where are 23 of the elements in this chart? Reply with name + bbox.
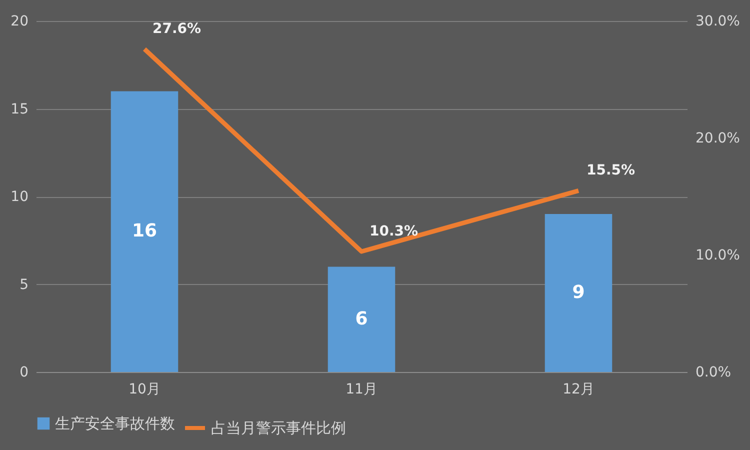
y2-tick-label: 20.0% — [696, 130, 740, 146]
data-label: 10.3% — [370, 223, 418, 240]
x-tick-label: 12月 — [562, 382, 594, 398]
data-label: 9 — [572, 282, 585, 304]
y-tick-label: 0 — [20, 364, 28, 380]
data-label: 15.5% — [586, 162, 636, 179]
y-tick-label: 15 — [10, 101, 28, 118]
x-tick-label: 10月 — [128, 382, 160, 398]
y2-tick-label: 10.0% — [696, 248, 740, 264]
bar — [328, 266, 396, 372]
y2-tick-label: 0.0% — [696, 364, 732, 380]
data-label: 16 — [132, 220, 158, 242]
y2-tick-label: 30.0% — [696, 14, 740, 30]
y-tick-label: 10 — [10, 189, 28, 205]
legend-label: 生产安全事故件数 — [55, 414, 175, 432]
y-tick-label: 5 — [20, 276, 28, 293]
bar — [544, 214, 612, 372]
bar — [110, 91, 178, 372]
data-label: 6 — [355, 308, 368, 330]
y-tick-label: 20 — [10, 14, 28, 30]
legend-label: 占当月警示事件比例 — [211, 419, 346, 437]
data-label: 27.6% — [152, 21, 202, 38]
x-tick-label: 11月 — [346, 382, 378, 398]
